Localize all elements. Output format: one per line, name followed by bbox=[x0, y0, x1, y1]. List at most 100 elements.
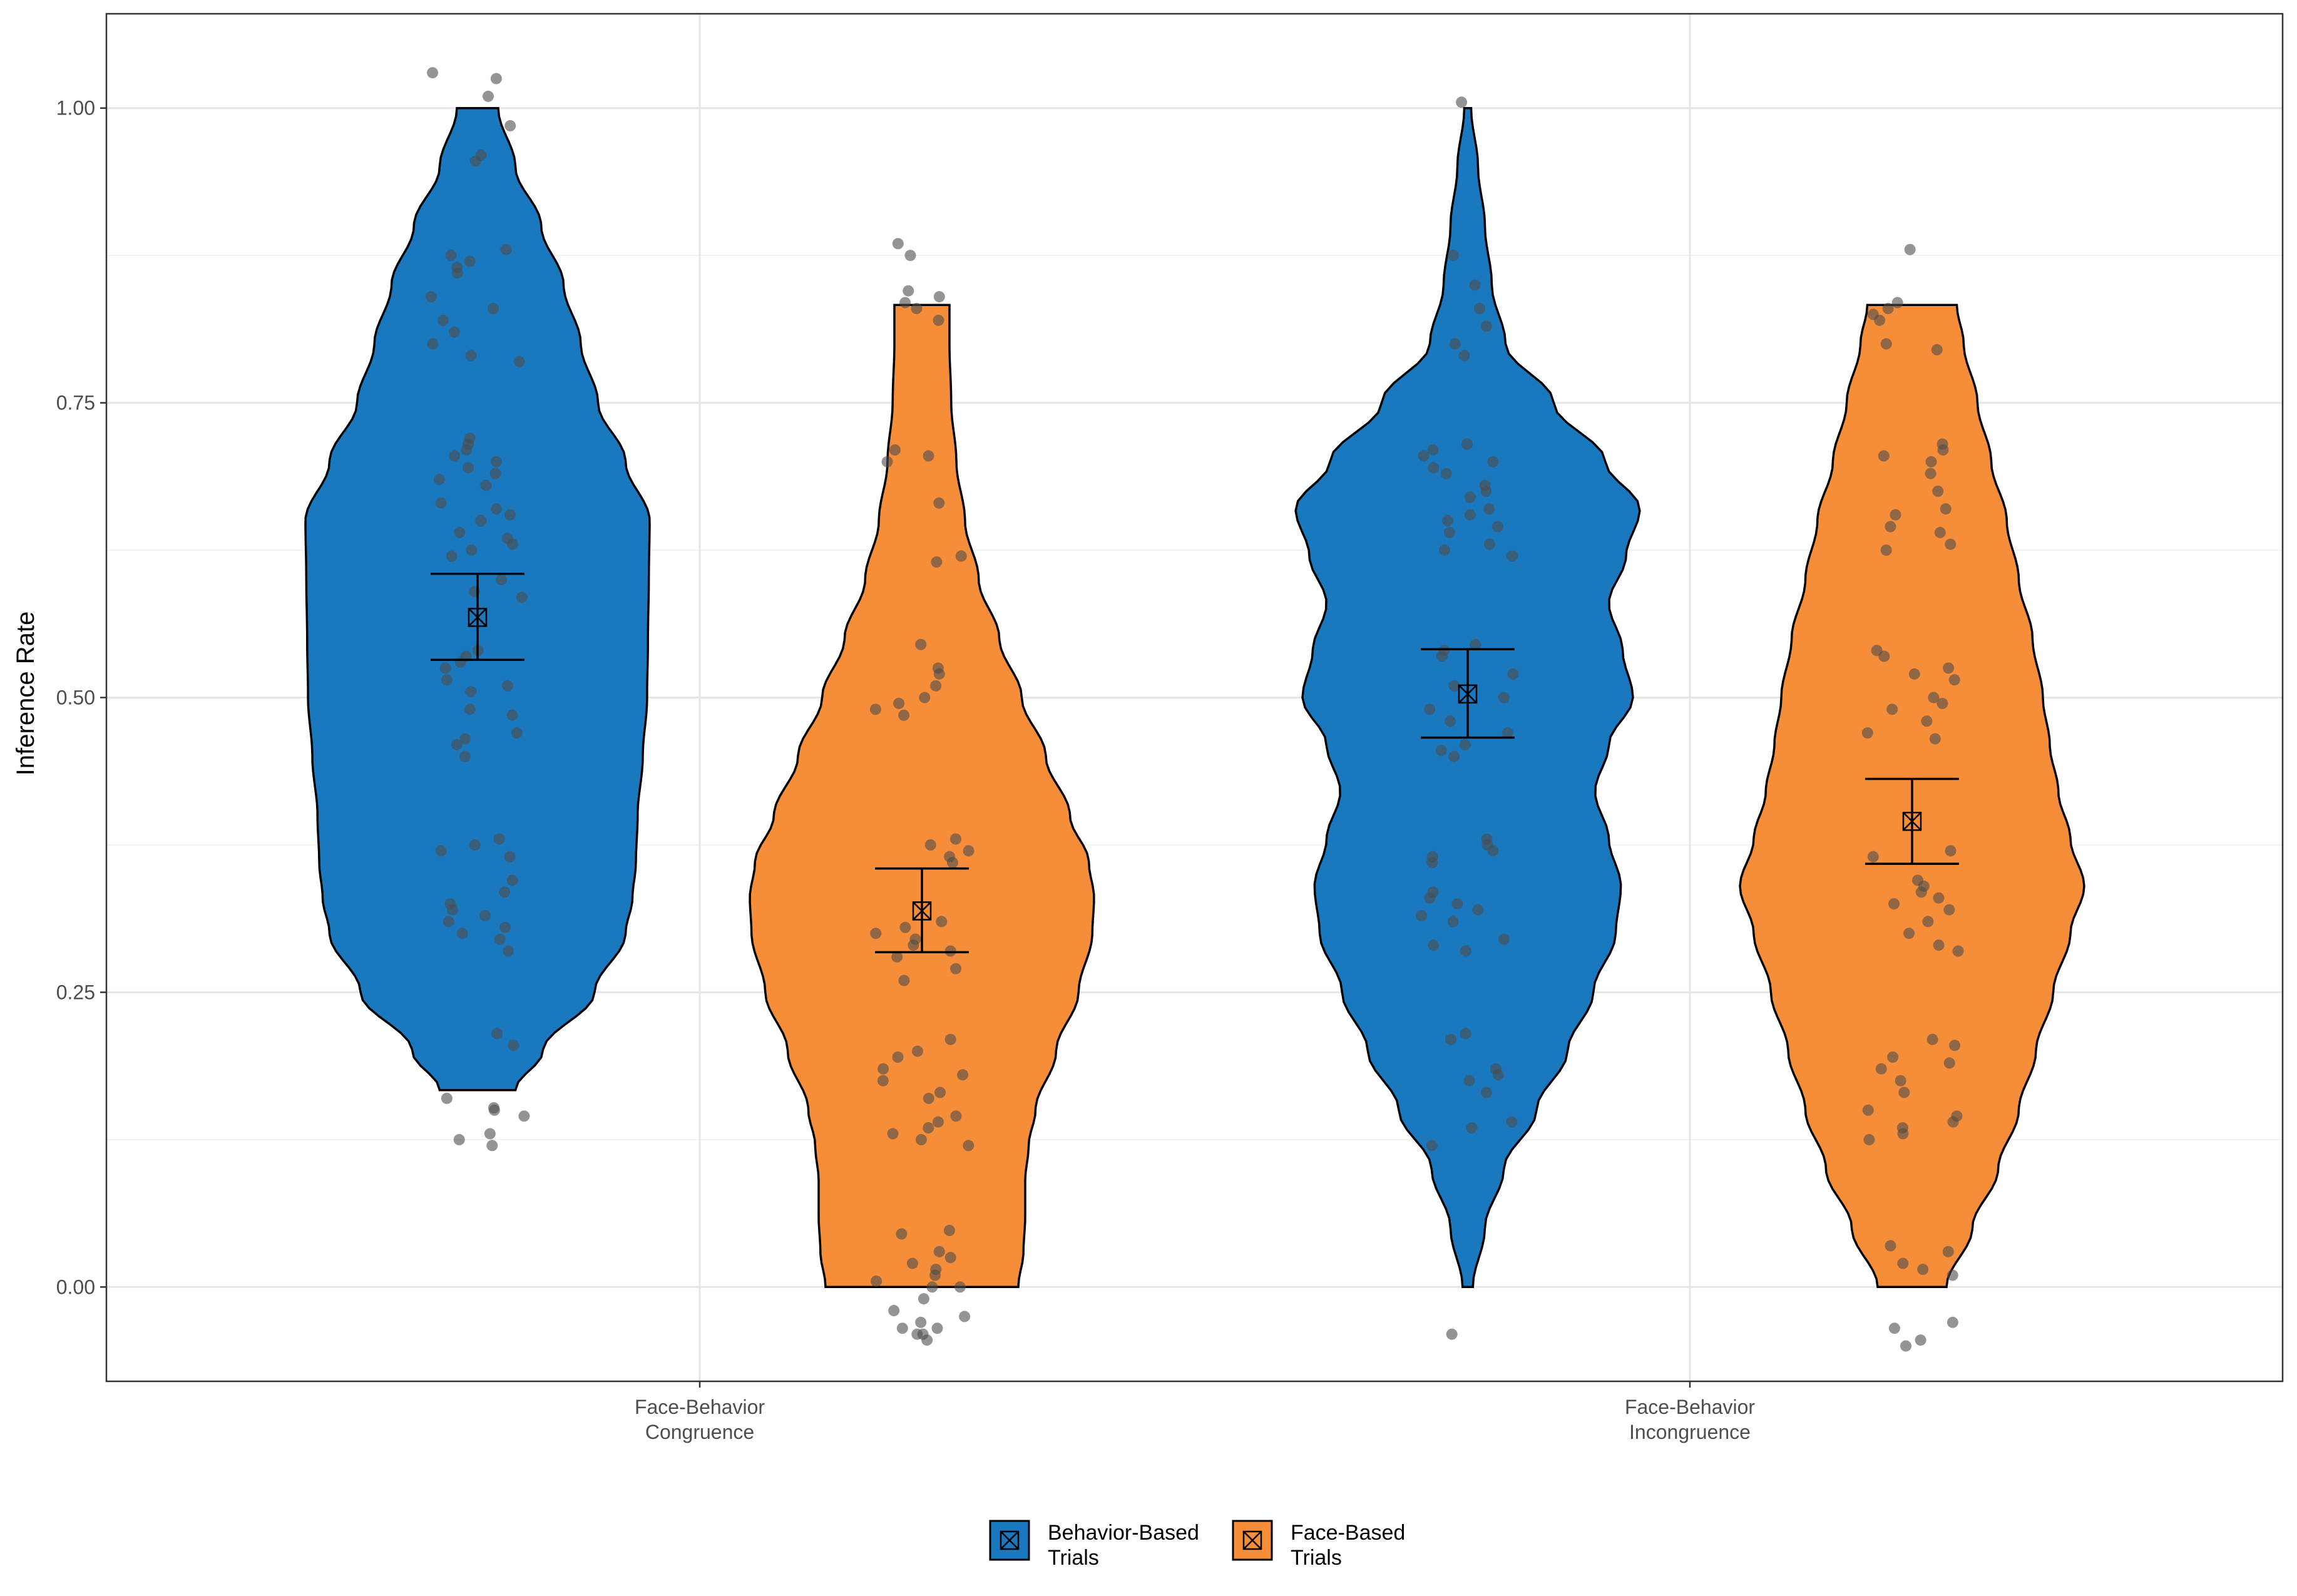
data-point bbox=[1886, 703, 1898, 715]
data-point bbox=[502, 680, 513, 692]
data-point bbox=[1936, 697, 1948, 709]
data-point bbox=[892, 238, 904, 250]
data-point bbox=[963, 845, 975, 857]
data-point bbox=[1867, 309, 1879, 320]
data-point bbox=[1461, 438, 1473, 450]
data-point bbox=[1439, 545, 1450, 556]
data-point bbox=[488, 302, 499, 314]
x-tick-label-line1: Face-Behavior bbox=[1625, 1396, 1755, 1418]
data-point bbox=[1862, 1104, 1874, 1116]
data-point bbox=[1890, 509, 1901, 521]
data-point bbox=[493, 833, 505, 845]
data-point bbox=[1943, 1057, 1955, 1069]
data-point bbox=[1426, 851, 1438, 862]
data-point bbox=[1945, 538, 1957, 550]
data-point bbox=[425, 291, 437, 303]
data-point bbox=[1885, 1240, 1896, 1252]
data-point bbox=[459, 750, 471, 762]
data-point bbox=[899, 297, 911, 309]
data-point bbox=[449, 450, 461, 462]
data-point bbox=[464, 255, 476, 267]
data-point bbox=[898, 709, 910, 721]
jitter-points bbox=[425, 67, 1964, 1352]
mean-error-bars bbox=[431, 572, 1959, 954]
data-point bbox=[500, 243, 512, 255]
data-point bbox=[462, 462, 474, 474]
data-point bbox=[1426, 1140, 1438, 1152]
data-point bbox=[1481, 1087, 1493, 1098]
data-point bbox=[1479, 479, 1491, 491]
data-point bbox=[1442, 515, 1454, 526]
data-point bbox=[1507, 550, 1518, 562]
data-point bbox=[1928, 692, 1940, 703]
data-point bbox=[899, 921, 911, 933]
data-point bbox=[1936, 438, 1948, 450]
data-point bbox=[1880, 338, 1892, 350]
data-point bbox=[496, 574, 507, 586]
mean-marker-box bbox=[912, 901, 932, 921]
data-point bbox=[1498, 692, 1510, 703]
data-point bbox=[1943, 904, 1955, 916]
data-point bbox=[490, 73, 502, 84]
data-point bbox=[1929, 733, 1941, 745]
data-point bbox=[1474, 302, 1486, 314]
data-point bbox=[919, 692, 931, 703]
data-point bbox=[494, 933, 506, 945]
data-point bbox=[955, 550, 967, 562]
data-point bbox=[1934, 526, 1946, 538]
x-tick-label-line2: Congruence bbox=[645, 1421, 754, 1443]
data-point bbox=[475, 150, 487, 161]
data-point bbox=[1498, 933, 1510, 945]
data-point bbox=[433, 474, 445, 485]
data-point bbox=[1908, 668, 1920, 680]
data-point bbox=[491, 503, 502, 515]
mean-marker-cross bbox=[913, 901, 931, 921]
data-point bbox=[923, 1092, 934, 1104]
data-point bbox=[1448, 680, 1460, 692]
data-point bbox=[915, 1316, 927, 1328]
data-point bbox=[911, 302, 923, 314]
data-point bbox=[480, 479, 492, 491]
data-point bbox=[1863, 1133, 1875, 1145]
data-point bbox=[1448, 750, 1460, 762]
data-point bbox=[513, 356, 525, 367]
data-point bbox=[465, 686, 477, 698]
data-point bbox=[441, 674, 453, 686]
data-point bbox=[427, 338, 439, 350]
data-point bbox=[1895, 1075, 1906, 1087]
data-point bbox=[1416, 910, 1428, 921]
data-point bbox=[1470, 638, 1481, 650]
y-axis-title: Inference Rate bbox=[12, 611, 39, 775]
data-point bbox=[891, 951, 903, 963]
mean-marker-box bbox=[1458, 684, 1478, 704]
data-point bbox=[465, 350, 477, 362]
x-tick-label-line2: Incongruence bbox=[1629, 1421, 1751, 1443]
data-point bbox=[889, 444, 901, 456]
data-point bbox=[483, 90, 494, 102]
data-point bbox=[1888, 1322, 1900, 1334]
mean-marker-icon bbox=[1458, 684, 1478, 704]
data-point bbox=[909, 933, 921, 945]
legend: Behavior-Based Trials Face-Based Trials bbox=[989, 1520, 1405, 1570]
data-point bbox=[1898, 1087, 1910, 1098]
data-point bbox=[1922, 916, 1934, 928]
data-point bbox=[1428, 939, 1440, 951]
data-point bbox=[903, 285, 914, 297]
data-point bbox=[963, 1140, 975, 1152]
data-point bbox=[896, 1228, 908, 1240]
legend-mean-symbol-icon bbox=[1000, 1530, 1020, 1550]
data-point bbox=[464, 703, 476, 715]
data-point bbox=[1931, 344, 1943, 356]
data-point bbox=[923, 1122, 934, 1133]
data-point bbox=[898, 974, 910, 986]
data-point bbox=[1925, 468, 1936, 479]
data-point bbox=[933, 291, 945, 303]
data-point bbox=[1435, 745, 1447, 757]
data-point bbox=[1458, 350, 1470, 362]
data-point bbox=[906, 1257, 918, 1269]
data-point bbox=[926, 1281, 938, 1293]
data-point bbox=[959, 1311, 971, 1322]
data-point bbox=[1897, 1257, 1909, 1269]
data-point bbox=[944, 1252, 956, 1264]
data-point bbox=[1440, 468, 1452, 479]
